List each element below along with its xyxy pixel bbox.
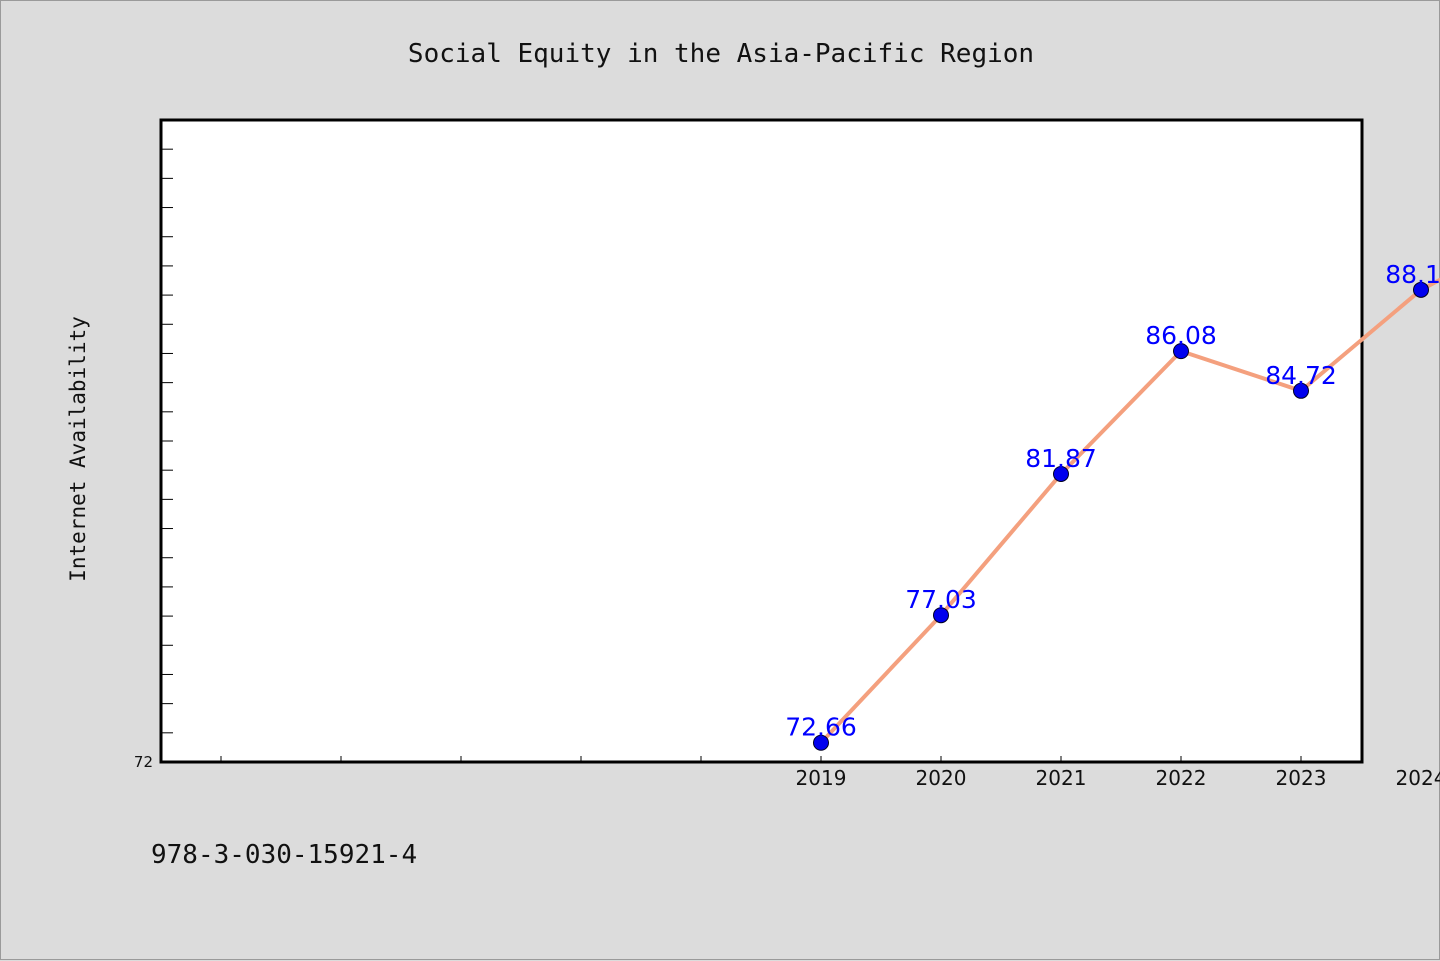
plot-area: [159, 118, 1364, 764]
isbn-footer: 978-3-030-15921-4: [151, 840, 417, 870]
x-tick-label: 2020: [916, 766, 967, 790]
data-label: 84.72: [1265, 361, 1337, 390]
data-point: [933, 607, 949, 624]
data-point: [1413, 281, 1429, 298]
x-tick-label: 2022: [1156, 766, 1207, 790]
data-label: 86.08: [1145, 321, 1217, 350]
y-axis-ticks: [161, 148, 173, 734]
x-tick-label: 2019: [796, 766, 847, 790]
data-label: 72.66: [785, 713, 857, 742]
y-axis-label: Internet Availability: [66, 316, 90, 582]
x-tick-label: 2021: [1036, 766, 1087, 790]
data-label: 81.87: [1025, 444, 1097, 473]
data-point: [1293, 382, 1309, 399]
data-point: [813, 734, 829, 751]
x-axis-ticks: 2019202020212022202320242025: [220, 756, 1440, 790]
data-label: 77.03: [905, 585, 977, 614]
x-tick-label: 2023: [1276, 766, 1327, 790]
data-label: 88.18: [1385, 260, 1440, 289]
x-tick-label: 2024: [1396, 766, 1440, 790]
data-point: [1053, 465, 1069, 482]
chart-title: Social Equity in the Asia-Pacific Region: [408, 39, 1034, 69]
data-point: [1173, 343, 1189, 360]
y-tick-label: 72: [134, 753, 153, 771]
